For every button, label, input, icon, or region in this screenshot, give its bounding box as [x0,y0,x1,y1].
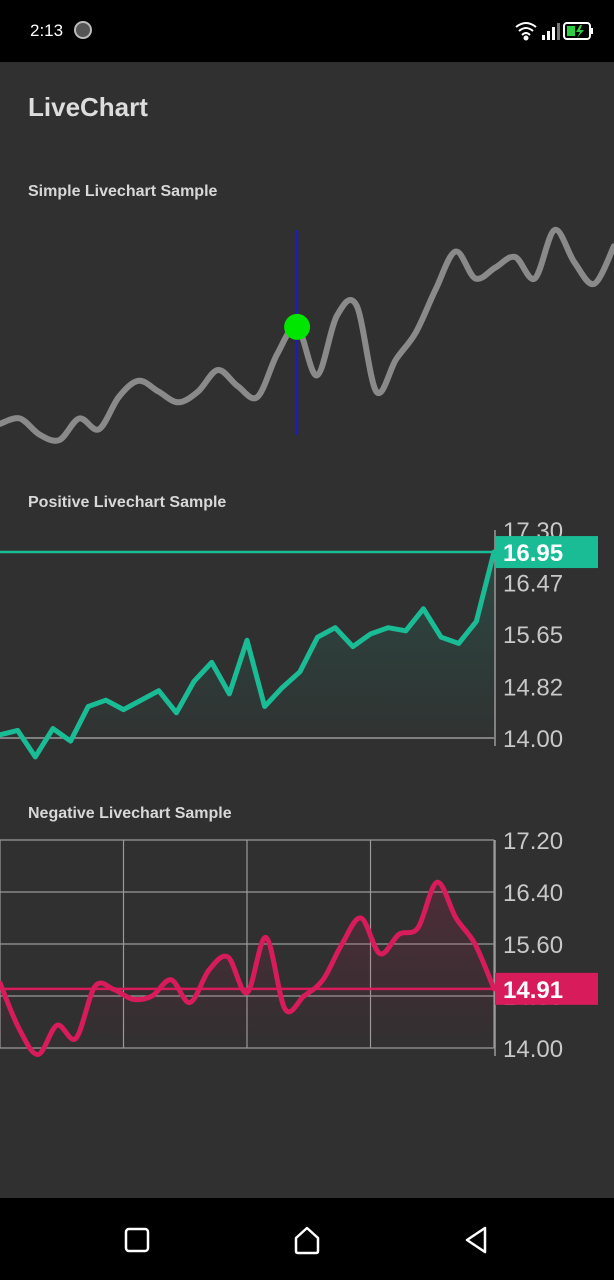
square-icon [124,1227,150,1253]
notification-icon [74,21,92,39]
positive-series-line [0,549,497,760]
recent-apps-button[interactable] [117,1220,157,1260]
negative-tick-label-2: 15.60 [503,932,563,959]
positive-tick-label-1: 14.82 [503,674,563,701]
positive-current-badge-text: 16.95 [503,540,563,567]
negative-current-badge [495,972,598,1005]
simple-chart[interactable] [0,220,614,450]
positive-tick-label-2: 15.65 [503,622,563,649]
home-button[interactable] [287,1220,327,1260]
status-time: 2:13 [30,21,64,40]
back-button[interactable] [457,1220,497,1260]
wifi-icon [515,22,537,41]
negative-area [0,882,494,1055]
status-bar: 2:13 [0,0,614,62]
status-icons [515,22,593,41]
negative-tick-label-0: 14.00 [503,1036,563,1063]
back-icon [465,1226,487,1254]
negative-chart-label: Negative Livechart Sample [28,805,232,822]
simple-chart-label: Simple Livechart Sample [28,183,218,200]
positive-chart-label: Positive Livechart Sample [28,494,227,511]
navigation-bar [0,1198,614,1280]
battery-icon [563,22,593,40]
cursor-dot [284,313,311,340]
negative-tick-label-4: 17.20 [503,828,563,855]
app-title: LiveChart [28,92,148,122]
positive-tick-label-0: 14.00 [503,726,563,753]
simple-series-line [0,227,614,444]
positive-tick-label-3: 16.47 [503,570,563,597]
signal-icon [542,23,560,40]
home-icon [294,1226,320,1255]
negative-tick-label-3: 16.40 [503,880,563,907]
positive-area [0,552,494,757]
negative-series-line [0,879,497,1057]
positive-current-badge [495,536,598,569]
negative-current-badge-text: 14.91 [503,977,563,1004]
